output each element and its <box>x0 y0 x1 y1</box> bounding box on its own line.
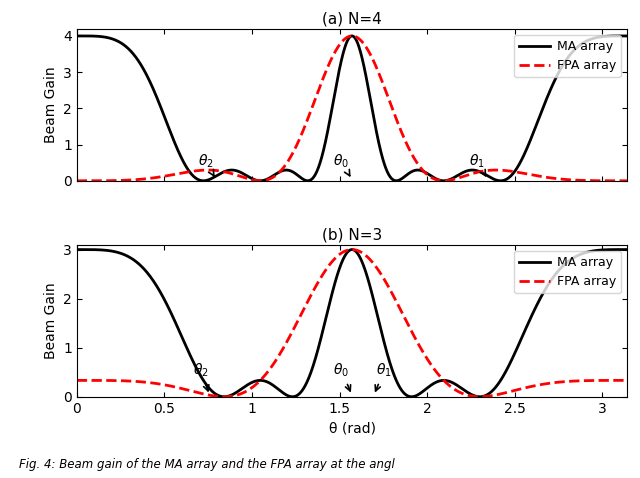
Text: $\theta_1$: $\theta_1$ <box>469 152 486 176</box>
FPA array <box>623 378 631 383</box>
MA array <box>168 313 176 319</box>
FPA array <box>308 291 316 296</box>
MA array <box>74 247 81 252</box>
MA array <box>136 60 143 66</box>
Text: $\theta_1$: $\theta_1$ <box>375 362 392 391</box>
Text: $\theta_0$: $\theta_0$ <box>333 152 350 176</box>
FPA array <box>136 176 143 182</box>
MA array <box>623 33 631 39</box>
FPA array <box>168 172 176 178</box>
Line: FPA array: FPA array <box>77 250 627 397</box>
MA array <box>613 247 621 252</box>
Text: $\theta_0$: $\theta_0$ <box>333 362 351 391</box>
FPA array <box>284 158 292 164</box>
MA array <box>284 393 292 399</box>
MA array <box>74 33 81 39</box>
MA array <box>554 72 561 78</box>
MA array <box>136 262 143 268</box>
FPA array <box>554 176 561 182</box>
Title: (a) N=4: (a) N=4 <box>322 11 382 26</box>
MA array <box>73 247 81 252</box>
MA array <box>284 167 292 173</box>
FPA array <box>74 178 81 184</box>
FPA array <box>73 378 81 383</box>
MA array <box>200 178 207 184</box>
MA array <box>168 134 176 140</box>
MA array <box>308 366 316 372</box>
FPA array <box>613 178 621 184</box>
Line: MA array: MA array <box>77 36 627 181</box>
MA array <box>554 269 561 275</box>
X-axis label: θ (rad): θ (rad) <box>328 421 376 435</box>
FPA array <box>348 33 356 39</box>
Y-axis label: Beam Gain: Beam Gain <box>44 282 58 359</box>
FPA array <box>220 394 228 400</box>
MA array <box>623 247 631 252</box>
FPA array <box>136 379 143 384</box>
FPA array <box>73 178 81 184</box>
MA array <box>73 33 81 39</box>
Text: $\theta_2$: $\theta_2$ <box>193 362 209 391</box>
Title: (b) N=3: (b) N=3 <box>322 227 382 242</box>
Legend: MA array, FPA array: MA array, FPA array <box>514 35 621 77</box>
FPA array <box>554 380 561 385</box>
Text: Fig. 4: Beam gain of the MA array and the FPA array at the angl: Fig. 4: Beam gain of the MA array and th… <box>19 458 395 471</box>
FPA array <box>308 105 316 111</box>
Y-axis label: Beam Gain: Beam Gain <box>44 66 58 143</box>
FPA array <box>284 337 292 343</box>
FPA array <box>348 247 356 252</box>
FPA array <box>168 383 176 389</box>
MA array <box>220 394 228 400</box>
Text: $\theta_2$: $\theta_2$ <box>198 152 214 176</box>
FPA array <box>613 378 621 383</box>
MA array <box>613 33 621 39</box>
Line: FPA array: FPA array <box>77 36 627 181</box>
FPA array <box>623 178 631 184</box>
Line: MA array: MA array <box>77 250 627 397</box>
Legend: MA array, FPA array: MA array, FPA array <box>514 251 621 293</box>
MA array <box>308 176 316 182</box>
